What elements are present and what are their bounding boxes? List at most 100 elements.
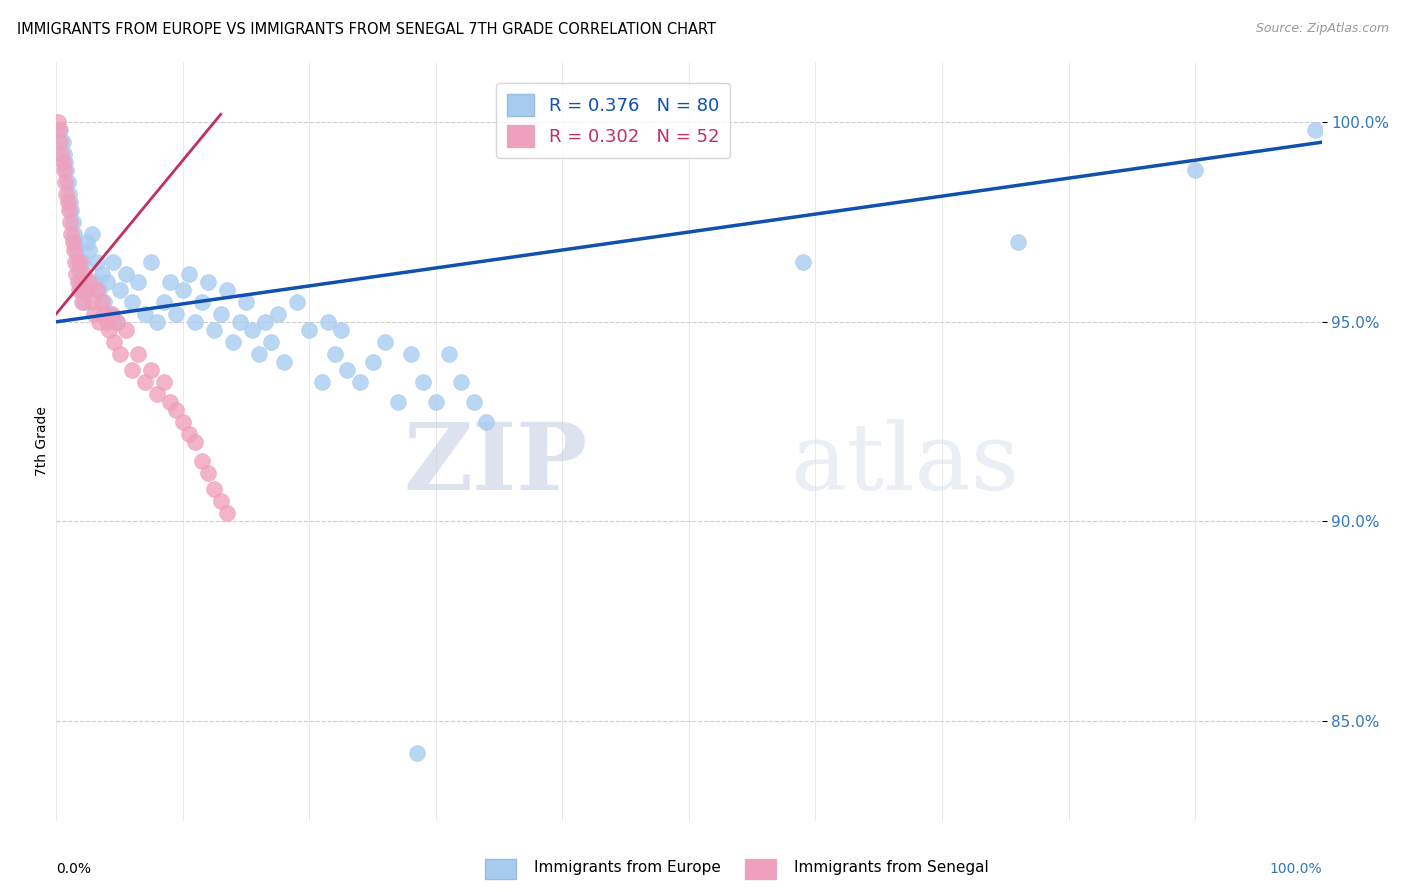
- Point: [260, 334, 283, 349]
- Point: [184, 434, 207, 449]
- Point: [108, 347, 131, 361]
- Point: [98, 307, 121, 321]
- Point: [349, 375, 371, 389]
- Point: [172, 283, 194, 297]
- Point: [114, 323, 138, 337]
- Point: [49, 123, 72, 137]
- Point: [63, 227, 86, 241]
- Point: [73, 294, 96, 309]
- Point: [56, 195, 79, 210]
- Point: [52, 155, 75, 169]
- Point: [62, 215, 84, 229]
- Point: [217, 507, 239, 521]
- Point: [86, 255, 108, 269]
- Point: [228, 315, 250, 329]
- Point: [65, 267, 87, 281]
- Point: [51, 147, 73, 161]
- Point: [463, 394, 485, 409]
- Point: [412, 375, 434, 389]
- Point: [222, 334, 245, 349]
- Point: [46, 115, 69, 129]
- Point: [66, 255, 89, 269]
- Point: [58, 203, 80, 218]
- Y-axis label: 7th Grade: 7th Grade: [35, 407, 49, 476]
- Point: [177, 267, 201, 281]
- Point: [121, 362, 143, 376]
- Point: [63, 243, 86, 257]
- Text: Immigrants from Europe: Immigrants from Europe: [534, 860, 721, 874]
- Point: [399, 347, 422, 361]
- Point: [235, 294, 257, 309]
- Point: [209, 307, 232, 321]
- Point: [83, 275, 105, 289]
- Point: [202, 323, 225, 337]
- Point: [98, 323, 121, 337]
- Point: [89, 283, 111, 297]
- Point: [67, 283, 90, 297]
- Point: [83, 307, 105, 321]
- Point: [127, 275, 149, 289]
- Point: [247, 347, 270, 361]
- Point: [121, 294, 143, 309]
- Point: [108, 283, 131, 297]
- Point: [437, 347, 460, 361]
- Point: [153, 294, 174, 309]
- Point: [209, 494, 232, 508]
- Point: [177, 426, 201, 441]
- Point: [146, 386, 169, 401]
- Point: [60, 203, 83, 218]
- Point: [73, 267, 96, 281]
- Point: [191, 294, 214, 309]
- Point: [273, 355, 295, 369]
- Legend: R = 0.376   N = 80, R = 0.302   N = 52: R = 0.376 N = 80, R = 0.302 N = 52: [496, 83, 730, 158]
- Point: [65, 243, 87, 257]
- Point: [425, 394, 447, 409]
- Point: [49, 135, 72, 149]
- Point: [166, 402, 188, 417]
- Point: [336, 362, 359, 376]
- Point: [77, 275, 100, 289]
- Point: [134, 375, 156, 389]
- Point: [191, 454, 214, 468]
- Point: [146, 315, 169, 329]
- Point: [298, 323, 321, 337]
- Point: [96, 275, 118, 289]
- Point: [65, 235, 87, 249]
- Point: [1007, 235, 1029, 249]
- Text: atlas: atlas: [790, 419, 1019, 509]
- Point: [1184, 163, 1206, 178]
- Point: [96, 315, 118, 329]
- Point: [285, 294, 308, 309]
- Point: [76, 283, 98, 297]
- Point: [86, 283, 108, 297]
- Point: [90, 294, 112, 309]
- Point: [58, 187, 80, 202]
- Point: [159, 394, 181, 409]
- Point: [475, 415, 498, 429]
- Point: [387, 394, 409, 409]
- Point: [329, 323, 352, 337]
- Point: [127, 347, 149, 361]
- Point: [217, 283, 239, 297]
- Point: [1305, 123, 1327, 137]
- Point: [70, 294, 93, 309]
- Point: [105, 315, 128, 329]
- Point: [311, 375, 333, 389]
- Point: [114, 267, 138, 281]
- Point: [405, 746, 427, 760]
- Point: [48, 123, 70, 137]
- Point: [55, 187, 77, 202]
- Point: [374, 334, 396, 349]
- Point: [77, 243, 100, 257]
- Point: [266, 307, 290, 321]
- Point: [197, 467, 219, 481]
- Point: [53, 155, 76, 169]
- Point: [66, 275, 89, 289]
- Text: 0.0%: 0.0%: [56, 863, 91, 876]
- Point: [62, 235, 84, 249]
- Point: [93, 294, 115, 309]
- Point: [76, 235, 98, 249]
- Point: [89, 315, 111, 329]
- Point: [67, 263, 90, 277]
- Point: [53, 175, 76, 189]
